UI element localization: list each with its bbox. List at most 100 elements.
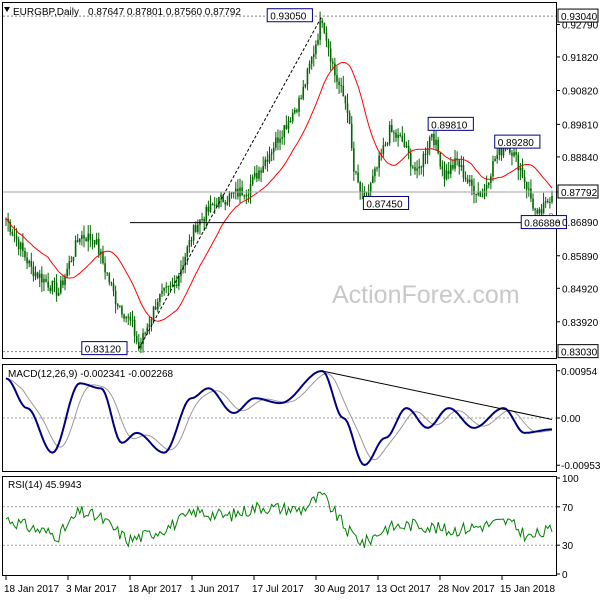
candle-body	[279, 138, 281, 143]
candle-body	[91, 239, 94, 241]
rsi-line	[5, 491, 553, 548]
candle-body	[426, 147, 429, 155]
candle-body	[494, 158, 496, 162]
candle-body	[32, 266, 35, 277]
candle-body	[386, 143, 389, 145]
candle-body	[184, 256, 186, 266]
candle-body	[123, 314, 125, 319]
candle-body	[336, 75, 338, 82]
candle-body	[294, 109, 296, 113]
candle-body	[321, 20, 324, 24]
candle-body	[528, 188, 530, 190]
candle-body	[504, 148, 507, 150]
date-tick-label: 17 Jul 2017	[252, 584, 304, 595]
last-price-box	[557, 184, 599, 199]
candle-body	[338, 81, 340, 86]
candle-body	[30, 260, 33, 267]
candle-body	[308, 63, 311, 69]
candle-body	[152, 306, 155, 320]
candle-body	[447, 170, 450, 175]
price-tick-label: 0.84920	[562, 284, 599, 295]
candle-body	[435, 139, 437, 146]
candle-body	[150, 319, 153, 325]
candle-body	[230, 192, 233, 194]
candle-body	[487, 182, 490, 186]
candle-body	[207, 206, 210, 212]
candle-body	[399, 134, 402, 136]
rsi-tick-label: 0	[562, 570, 568, 581]
date-tick-label: 1 Jun 2017	[190, 584, 240, 595]
candle-body	[291, 112, 294, 122]
candle-body	[47, 281, 49, 288]
date-tick-label: 28 Nov 2017	[438, 584, 495, 595]
macd-layer	[3, 369, 556, 467]
candle-body	[173, 284, 176, 286]
macd-trendline	[322, 370, 553, 420]
candle-body	[74, 240, 77, 257]
rsi-panel	[2, 476, 557, 576]
candle-body	[218, 196, 220, 207]
candle-body	[247, 194, 250, 196]
candle-body	[289, 120, 292, 122]
candle-body	[372, 176, 374, 184]
candle-body	[346, 103, 349, 114]
candle-body	[481, 196, 484, 198]
date-tick-label: 18 Apr 2017	[128, 584, 182, 595]
candle-body	[148, 324, 151, 328]
candle-body	[319, 20, 321, 40]
candle-body	[216, 204, 218, 207]
price-annotation: 0.93050	[270, 12, 307, 23]
candle-body	[144, 332, 146, 334]
candle-body	[441, 166, 444, 170]
candle-body	[492, 161, 494, 177]
candle-body	[412, 166, 414, 168]
candle-body	[249, 184, 252, 195]
candle-body	[15, 236, 18, 240]
symbol-label: EURGBP,Daily	[13, 7, 79, 18]
candle-body	[374, 168, 376, 177]
candle-body	[473, 185, 475, 194]
candle-body	[97, 238, 100, 255]
candle-body	[515, 152, 517, 155]
price-annotation-box	[362, 195, 410, 210]
candle-body	[348, 113, 351, 124]
candle-body	[272, 147, 275, 153]
candle-body	[304, 84, 307, 87]
candle-body	[264, 159, 267, 167]
candle-body	[334, 63, 336, 76]
candle-body	[116, 303, 119, 307]
candle-body	[359, 181, 361, 192]
candle-body	[369, 183, 372, 192]
candle-body	[114, 290, 117, 304]
candle-body	[194, 225, 197, 232]
candle-body	[327, 40, 330, 49]
candle-body	[302, 86, 305, 99]
candle-body	[78, 238, 81, 242]
candle-body	[367, 191, 370, 199]
candle-body	[418, 166, 420, 169]
candle-body	[340, 85, 342, 87]
candle-body	[119, 306, 121, 308]
moving-average-line	[5, 61, 553, 322]
price-tick-label: 0.86890	[562, 218, 599, 229]
candle-body	[428, 137, 431, 148]
price-tick-label: 0.89810	[562, 120, 599, 131]
candle-body	[357, 172, 359, 182]
candle-body	[496, 154, 498, 159]
candle-body	[121, 306, 123, 315]
candle-body	[161, 290, 163, 294]
candle-body	[226, 201, 229, 205]
candle-body	[178, 275, 180, 286]
candle-body	[475, 193, 477, 195]
candle-body	[45, 278, 47, 282]
candle-body	[281, 137, 283, 139]
macd-tick-label: 0.00	[561, 414, 581, 425]
candle-body	[414, 167, 416, 171]
candle-body	[256, 172, 258, 179]
candle-body	[228, 193, 231, 202]
candle-body	[277, 137, 279, 143]
candle-body	[445, 170, 448, 180]
candle-body	[378, 155, 380, 168]
candle-body	[213, 204, 216, 206]
